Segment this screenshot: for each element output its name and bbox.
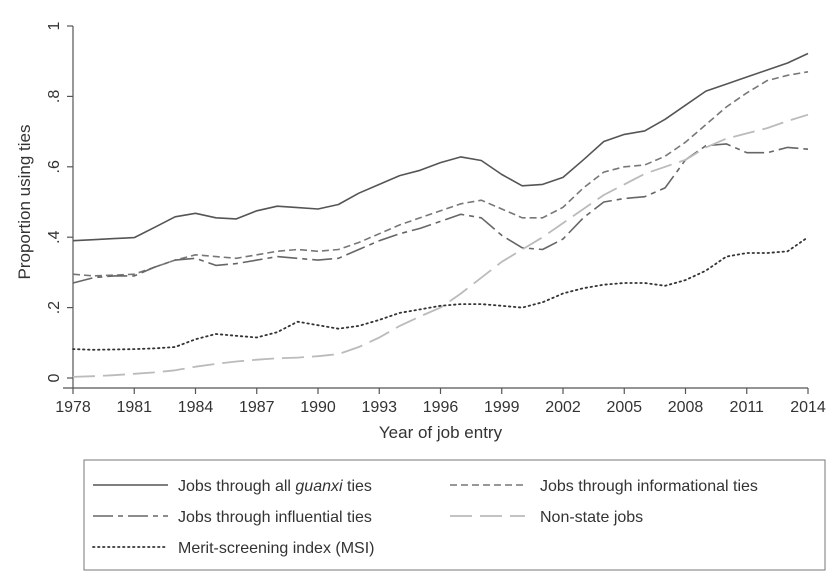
x-axis-title: Year of job entry (379, 423, 503, 442)
legend-label-italic: guanxi (295, 478, 343, 495)
legend: Jobs through all guanxi ties Jobs through… (83, 459, 826, 571)
x-tick-label: 1981 (116, 399, 152, 416)
series-line (72, 143, 809, 284)
series-line (72, 71, 809, 277)
x-tick-label: 1987 (239, 399, 275, 416)
x-tick-label: 1996 (423, 399, 459, 416)
y-axis-title: Proportion using ties (15, 125, 34, 280)
series-line (72, 113, 809, 378)
x-tick-label: 2002 (545, 399, 581, 416)
axes (63, 26, 808, 389)
legend-label: Jobs through all guanxi ties (178, 478, 372, 495)
x-ticks: 1978 1981 1984 1987 1990 1993 1996 1999 2002 2005… (55, 388, 826, 416)
x-tick-label: 1978 (55, 399, 91, 416)
x-tick-label: 2011 (730, 399, 765, 416)
y-tick-label: .8 (46, 90, 63, 103)
legend-box (83, 459, 826, 571)
x-tick-label: 1993 (361, 399, 397, 416)
x-tick-label: 1984 (178, 399, 214, 416)
y-tick-label: .6 (46, 160, 63, 173)
legend-label-part: ties (343, 478, 372, 495)
x-tick-label: 1999 (484, 399, 520, 416)
x-tick-label: 1990 (300, 399, 336, 416)
legend-label: Jobs through influential ties (178, 509, 372, 526)
x-tick-label: 2005 (606, 399, 642, 416)
legend-label-part: Jobs through all (178, 478, 295, 495)
series-line (72, 236, 809, 351)
series-lines (72, 52, 809, 378)
series-line (72, 52, 809, 242)
y-tick-label: .4 (46, 230, 63, 243)
legend-label: Merit-screening index (MSI) (178, 540, 375, 557)
legend-label: Jobs through informational ties (540, 478, 758, 495)
y-ticks: 0 .2 .4 .6 .8 1 (46, 21, 73, 382)
y-tick-label: 0 (46, 373, 63, 382)
x-tick-label: 2014 (790, 399, 826, 416)
legend-label: Non-state jobs (540, 509, 643, 526)
y-tick-label: .2 (46, 301, 63, 314)
x-tick-label: 2008 (668, 399, 704, 416)
y-tick-label: 1 (46, 21, 63, 30)
